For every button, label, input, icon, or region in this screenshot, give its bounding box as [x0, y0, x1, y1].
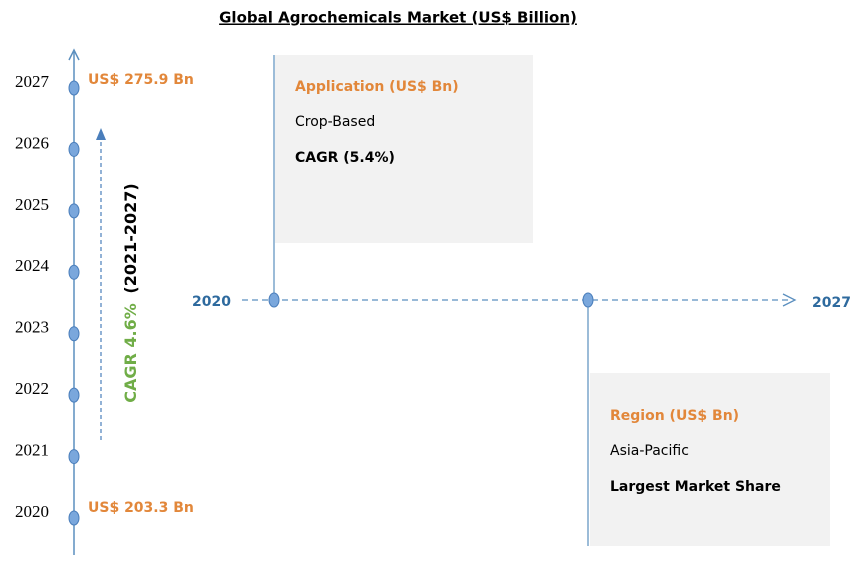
end-value: US$ 275.9 Bn: [88, 72, 194, 88]
box-item: Crop-Based: [295, 114, 375, 130]
year-label: 2021: [15, 440, 49, 459]
year-dot: [68, 326, 80, 342]
start-value: US$ 203.3 Bn: [88, 500, 194, 516]
box-item: Asia-Pacific: [610, 443, 689, 459]
timeline-dot: [268, 292, 280, 308]
title: Global Agrochemicals Market (US$ Billion…: [219, 9, 577, 27]
year-label: 2020: [15, 502, 49, 521]
box-note: CAGR (5.4%): [295, 150, 395, 166]
cagr: CAGR 4.6%: [121, 303, 140, 403]
timeline-end: 2027: [812, 295, 851, 311]
axis-arrow: [68, 48, 80, 61]
year-label: 2022: [15, 379, 49, 398]
year-dot: [68, 264, 80, 280]
year-label: 2026: [15, 133, 49, 152]
year-list: 2027 2026 2025 2024 2023 2022 2021 2020: [15, 72, 80, 526]
timeline-start: 2020: [192, 294, 231, 310]
year-dot: [68, 141, 80, 157]
box-note: Largest Market Share: [610, 479, 781, 495]
year-dot: [68, 387, 80, 403]
year-label: 2025: [15, 195, 49, 214]
application-box: [275, 55, 533, 243]
cagr-label: CAGR 4.6% (2021-2027): [121, 183, 140, 402]
year-label: 2027: [15, 72, 50, 91]
year-label: 2024: [15, 256, 50, 275]
region-box: [590, 373, 830, 546]
year-dot: [68, 449, 80, 465]
year-dot: [68, 80, 80, 96]
cagr-period: (2021-2027): [121, 183, 140, 293]
year-dot: [68, 203, 80, 219]
box-heading: Application (US$ Bn): [295, 79, 459, 95]
timeline-dot: [582, 292, 594, 308]
timeline-arrow: [782, 293, 797, 307]
year-label: 2023: [15, 318, 49, 337]
year-dot: [68, 510, 80, 526]
cagr-arrowhead: [96, 128, 106, 140]
box-heading: Region (US$ Bn): [610, 408, 739, 424]
